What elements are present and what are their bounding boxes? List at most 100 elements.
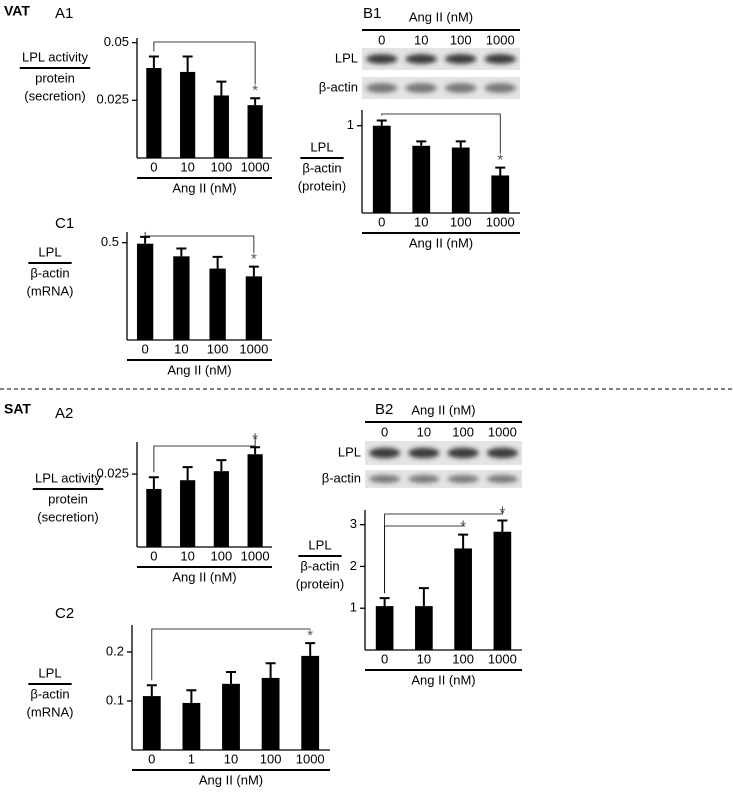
error-bar [182,466,193,481]
y-tick-label: 0.025 [96,466,129,481]
bar [222,683,240,750]
error-bar [216,459,227,472]
x-tick-label: 0 [150,159,157,174]
y-axis-label: (protein) [298,178,346,193]
blot-header: Ang II (nM) [411,402,475,417]
y-axis-label: (mRNA) [27,704,74,719]
blot-row-label: LPL [338,444,361,459]
blot-band [408,447,440,459]
significance-bracket [151,628,311,681]
error-bar [455,140,466,148]
y-axis-label: protein [48,491,88,506]
blot-lane-label: 100 [452,424,474,439]
error-bar [248,265,259,277]
bar [375,606,394,650]
bar [180,71,196,158]
x-tick-label: 1000 [486,214,515,229]
error-bar [265,662,276,678]
section-label: VAT [4,3,30,19]
error-bar [418,587,429,607]
blot-band [486,475,519,483]
x-tick-label: 10 [180,159,194,174]
bar [247,454,263,547]
bar [493,531,512,650]
blot-band [405,83,438,93]
bar [136,243,154,340]
y-axis-label: (mRNA) [27,283,74,298]
x-tick-label: 100 [452,651,474,666]
error-bar [379,597,390,607]
blot-band [486,447,519,459]
blot-band [368,475,401,483]
blot-band [484,54,517,64]
y-tick-label: 0.025 [96,92,129,107]
x-axis-label: Ang II (nM) [411,672,475,687]
x-tick-label: 0 [381,651,388,666]
y-axis-label: β-actin [30,686,69,701]
x-tick-label: 10 [174,341,188,356]
y-tick-label: 3 [350,516,357,531]
blot-band [365,83,398,93]
bar [142,696,161,750]
y-axis-label: LPL [38,665,61,680]
panel-label: C2 [55,605,74,622]
y-axis-label: β-actin [302,160,341,175]
error-bar [497,519,508,532]
bar [415,606,433,650]
blot-band [444,54,477,64]
blot-lane-label: 10 [417,424,431,439]
blot-header: Ang II (nM) [409,9,473,24]
bar [451,147,470,213]
y-axis-label: LPL activity [35,470,101,485]
panel-label: A1 [55,5,73,22]
significance-label: * [251,251,257,268]
y-axis-label: (secretion) [24,88,85,103]
significance-bracket [384,520,464,594]
x-tick-label: 100 [211,159,233,174]
blot-row-label: β-actin [322,470,361,485]
y-tick-label: 1 [350,600,357,615]
x-tick-label: 0 [378,214,385,229]
blot-band [405,54,438,64]
x-tick-label: 0 [148,751,155,766]
bar [372,125,391,213]
y-tick-label: 2 [350,558,357,573]
x-axis-label: Ang II (nM) [167,362,231,377]
x-axis-label: Ang II (nM) [172,180,236,195]
error-bar [250,446,261,455]
panel-label: A2 [55,405,73,422]
error-bar [176,247,187,257]
bar [213,471,229,547]
x-axis-label: Ang II (nM) [409,235,473,250]
bar [301,655,320,750]
bar [180,480,196,547]
error-bar [458,533,469,549]
error-bar [148,55,159,68]
blot-band [368,447,401,459]
blot-strip [362,77,520,99]
y-axis-label: β-actin [300,558,339,573]
x-tick-label: 0 [142,341,149,356]
significance-bracket [384,506,503,594]
blot-lane-label: 1000 [486,32,515,47]
blot-band [365,54,398,64]
x-tick-label: 100 [450,214,472,229]
blot-strip [362,48,520,70]
significance-label: * [497,152,503,169]
x-tick-label: 10 [414,214,428,229]
blot-row-label: β-actin [319,79,358,94]
blot-band [447,447,479,459]
y-tick-label: 0.05 [104,34,129,49]
x-tick-label: 100 [207,341,229,356]
bar [261,677,280,750]
significance-bracket [153,41,256,85]
y-axis-label: (secretion) [37,509,98,524]
error-bar [216,80,227,96]
blot-lane-label: 100 [450,32,472,47]
error-bar [376,119,387,126]
x-axis-label: Ang II (nM) [199,772,263,787]
bar [173,256,190,340]
x-tick-label: 1 [188,751,195,766]
bar [491,175,510,213]
significance-label: * [499,504,505,521]
